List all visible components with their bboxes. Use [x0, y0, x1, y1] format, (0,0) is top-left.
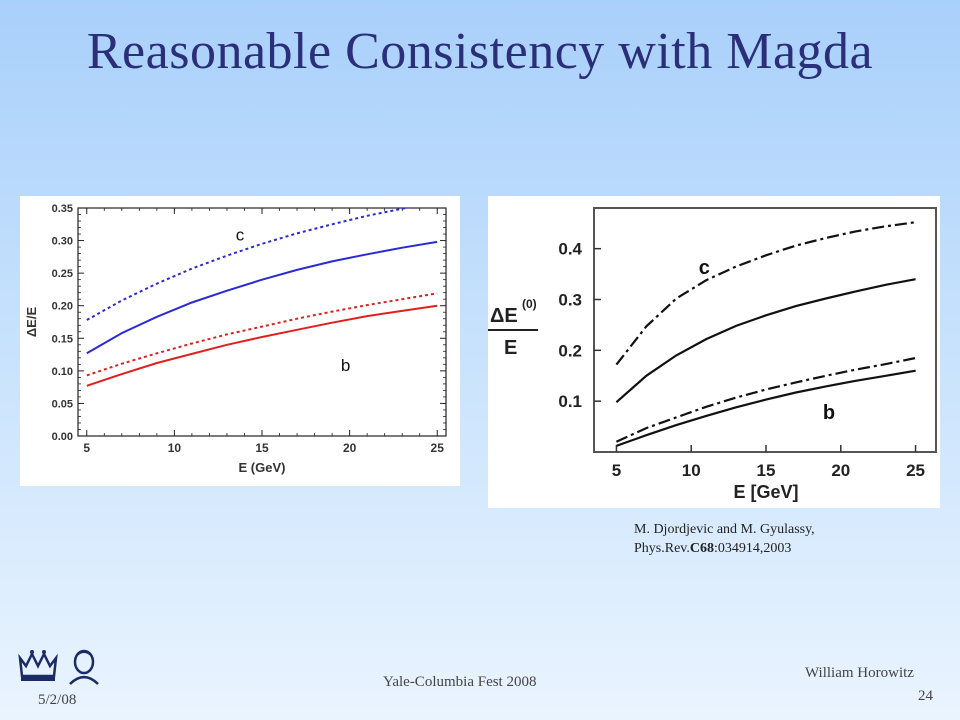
y-tick-label: 0.25: [52, 268, 73, 280]
citation-authors: M. Djordjevic and M. Gyulassy,: [634, 522, 815, 537]
x-tick-label: 20: [343, 441, 357, 455]
series-group: [86, 208, 438, 387]
left-chart: 0.00 0.05 0.10 0.15 0.20 0.25 0.30 0.35 5 10 15 20 2…: [20, 196, 460, 486]
citation-volume: C68: [689, 541, 715, 556]
x-axis-label: E (GeV): [239, 460, 286, 475]
x-tick-label: 25: [431, 441, 445, 455]
x-tick-label: 10: [168, 441, 182, 455]
series-line-1: [86, 240, 438, 355]
footer-date: 5/2/08: [38, 692, 77, 708]
y-tick-label: 0.2: [558, 341, 582, 360]
y-tick-label: 0.1: [558, 392, 582, 411]
y-axis-label-numerator: ΔE: [490, 305, 518, 327]
y-tick-label: 0.05: [52, 398, 73, 410]
x-tick-label: 15: [255, 441, 269, 455]
plot-frame: [77, 207, 447, 437]
logos: [18, 649, 99, 685]
series-line-1: [615, 278, 916, 404]
right-chart-svg: 0.1 0.2 0.3 0.4 5 10 15 20 25 E [GeV] ΔE (0) Ec b: [488, 207, 937, 502]
y-tick-label: 0.10: [52, 366, 73, 378]
y-tick-label: 0.4: [558, 240, 582, 259]
series-line-0: [86, 208, 411, 321]
x-axis-label: E [GeV]: [733, 482, 798, 502]
y-tick-label: 0.00: [52, 431, 73, 443]
series-line-0: [615, 221, 916, 366]
annotation-b: b: [823, 402, 835, 424]
x-tick-label: 25: [906, 461, 925, 480]
y-axis-label-denominator: E: [504, 337, 517, 359]
plot-frame: [593, 207, 937, 453]
annotation-b: b: [341, 356, 350, 375]
slide-title: Reasonable Consistency with Magda: [86, 23, 874, 80]
series-line-3: [616, 369, 916, 447]
citation-journal: Phys.Rev.: [634, 541, 690, 556]
series-line-3: [86, 304, 438, 387]
portrait-logo: [69, 649, 99, 685]
series-line-2: [615, 356, 916, 443]
left-chart-svg: 0.00 0.05 0.10 0.15 0.20 0.25 0.30 0.35 5 10 15 20 2…: [24, 203, 447, 475]
citation-number: :034914,2003: [714, 541, 792, 556]
series-group: [615, 221, 916, 447]
series-line-2: [86, 292, 438, 377]
annotation-c: c: [236, 226, 245, 245]
y-tick-label: 0.15: [52, 333, 73, 345]
y-tick-label: 0.30: [52, 236, 73, 248]
crown-logo: [18, 650, 58, 681]
y-axis-label: ΔE/E: [24, 307, 39, 338]
footer-event: Yale-Columbia Fest 2008: [383, 674, 537, 690]
y-tick-label: 0.35: [52, 203, 73, 215]
y-tick-label: 0.20: [52, 301, 73, 313]
x-tick-label: 5: [83, 441, 90, 455]
footer-page-number: 24: [918, 688, 933, 704]
footer-author: William Horowitz: [805, 665, 914, 681]
y-axis-label-superscript: (0): [522, 297, 537, 311]
x-tick-label: 10: [682, 461, 701, 480]
x-tick-label: 20: [831, 461, 850, 480]
x-tick-label: 5: [612, 461, 621, 480]
citation: M. Djordjevic and M. Gyulassy, Phys.Rev.…: [634, 520, 815, 558]
annotation-c: c: [699, 257, 710, 279]
citation-reference: Phys.Rev.C68:034914,2003: [634, 539, 815, 558]
x-tick-label: 15: [757, 461, 776, 480]
y-tick-label: 0.3: [558, 291, 582, 310]
